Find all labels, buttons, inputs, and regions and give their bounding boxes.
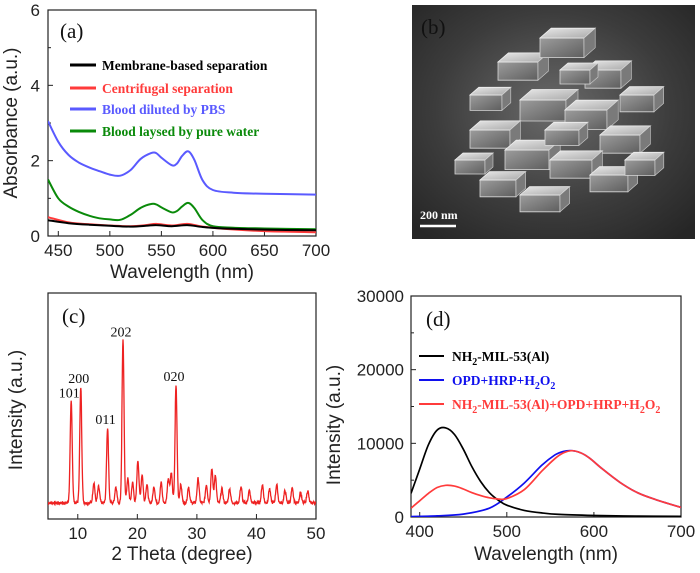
panel-a: 450 500 550 600 650 700 0 2 4 6 (a) Wavelength (n… [1,1,330,283]
panel-a-x-axis-title: Wavelength (nm) [110,262,254,283]
sem-crystal-face [539,37,585,58]
sem-crystal-face [549,159,593,179]
panel-d-y-axis-title: Intensity (a.u.) [324,365,345,485]
panel-a-legend: Membrane-based separation Centrifugal se… [70,58,268,139]
panel-c-peak-label: 011 [95,413,115,428]
panel-d-y-tick-label: 30000 [357,287,404,306]
sem-crystal-face [469,94,503,111]
sem-crystal-face [653,85,664,113]
panel-a-x-tick-label: 450 [44,241,72,260]
legend-label-membrane: Membrane-based separation [102,58,268,73]
panel-a-x-tick-label: 700 [302,241,330,260]
panel-a-x-tick-label: 650 [250,241,278,260]
panel-d-series-line-1 [411,449,681,517]
sem-crystal-face [578,121,589,147]
panel-a-y-axis-title: Absorbance (a.u.) [1,47,22,198]
panel-d-series-line-2 [411,449,681,509]
sem-crystal-face [624,159,656,176]
sem-crystal-face [515,170,526,198]
panel-d-y-tick-label: 10000 [357,434,404,453]
panel-d-x-tick-label: 500 [493,522,521,541]
panel-b-label: (b) [421,15,446,39]
legend-label-combined: NH2-MIL-53(Al)+OPD+HRP+H2O2 [452,397,660,416]
legend-label-pbs: Blood diluted by PBS [102,102,225,117]
legend-label-centrifugal: Centrifugal separation [102,81,233,96]
panel-a-x-tick-label: 600 [199,241,227,260]
sem-crystal-face [497,61,539,81]
sem-crystals [453,27,665,213]
sem-crystal-face [509,120,521,149]
sem-crystal-face [519,99,567,122]
panel-c-x-tick-label: 30 [187,524,206,543]
panel-d-x-tick-label: 400 [406,522,434,541]
panel-d-legend: NH2-MIL-53(Al) OPD+HRP+H2O2 NH2-MIL-53(A… [419,349,660,416]
sem-crystal-face [484,152,494,175]
panel-a-label: (a) [60,19,83,43]
panel-c-peak-label: 101 [59,386,80,401]
panel-c-x-tick-label: 50 [307,524,326,543]
panel-c-x-tick-label: 10 [68,524,87,543]
panel-c-peak-label: 200 [68,372,89,387]
sem-crystal-face [479,179,517,198]
legend-label-water: Blood laysed by pure water [102,124,259,139]
sem-crystal-face [589,62,599,85]
sem-crystal-face [589,174,629,193]
panel-a-series-line-3 [48,179,316,231]
panel-c-y-axis-title: Intensity (a.u.) [6,350,27,470]
panel-d-x-tick-label: 600 [580,522,608,541]
panel-a-x-tick-label: 550 [147,241,175,260]
panel-b-sem-image: 200 nm (b) [412,5,695,239]
sem-crystal-face [501,86,512,112]
panel-d-series-line-0 [411,426,681,517]
panel-d-x-axis-title: Wavelength (nm) [474,544,618,565]
panel-c-frame [47,292,317,520]
sem-crystal-face [606,99,619,131]
panel-d-y-tick-label: 20000 [357,361,404,380]
sem-crystal-face [559,69,591,85]
sem-crystal-face [620,60,632,89]
sem-crystal-face [519,194,561,213]
panel-c-x-tick-label: 40 [247,524,266,543]
legend-label-nh2-mil: NH2-MIL-53(Al) [452,349,549,368]
sem-crystal-face [504,149,550,171]
panel-c-x-axis-title: 2 Theta (degree) [111,544,252,565]
sem-crystal-face [599,134,641,154]
panel-d-y-tick-label: 0 [395,508,404,527]
panel-a-y-tick-label: 0 [31,227,40,246]
sem-crystal-face [654,151,665,177]
sem-crystal-face [469,129,511,149]
sem-crystal-face [619,94,655,113]
panel-a-y-tick-label: 6 [31,1,40,20]
sem-crystal-face [559,185,570,213]
panel-d-x-tick-label: 700 [667,522,695,541]
sem-scale-bar-label: 200 nm [420,208,458,222]
legend-label-opd: OPD+HRP+H2O2 [452,373,555,392]
panel-c-xrd-line [48,339,316,507]
sem-crystal-face [454,159,486,175]
panel-a-x-tick-label: 500 [96,241,124,260]
panel-c-peak-label: 020 [164,370,185,385]
panel-a-y-tick-label: 2 [31,152,40,171]
sem-crystal-face [544,129,580,146]
panel-c-x-tick-label: 20 [128,524,147,543]
panel-a-y-tick-label: 4 [31,76,40,95]
sem-crystal-face [639,125,651,154]
panel-a-series-line-2 [48,120,316,196]
panel-c-peak-label: 202 [111,325,132,340]
panel-c-label: (c) [62,304,85,328]
panel-d: 400 500 600 700 0 10000 20000 30000 (d) Wavelen… [324,287,695,565]
panel-a-series-line-0 [48,219,316,232]
panel-d-label: (d) [426,307,451,331]
panel-a-frame [47,9,317,237]
sem-crystal-face [583,27,596,59]
